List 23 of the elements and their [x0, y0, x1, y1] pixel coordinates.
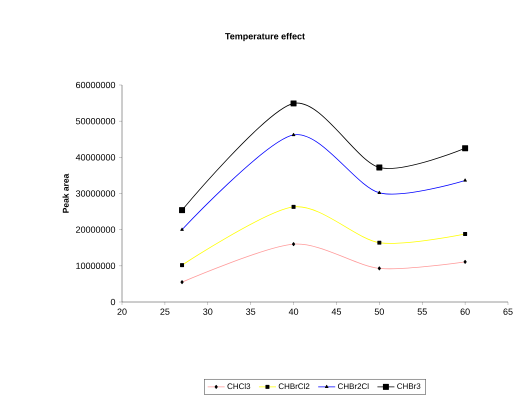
y-tick-label: 40000000	[76, 154, 116, 161]
y-axis-title: Peak area	[62, 174, 69, 213]
x-tick-label: 40	[288, 308, 298, 315]
y-tick-label: 60000000	[76, 82, 116, 88]
point	[462, 145, 468, 152]
x-tick-label: 20	[117, 308, 127, 315]
y-tick-label: 0	[110, 298, 116, 306]
y-tick-label: 10000000	[76, 262, 116, 270]
x-tick-label: 55	[418, 308, 427, 315]
point	[376, 164, 382, 170]
x-tick-label: 30	[203, 308, 212, 315]
x-tick-label: 60	[460, 308, 470, 315]
x-tick-label: 25	[160, 308, 170, 315]
point	[290, 100, 297, 106]
chart-title: Temperature effect	[225, 32, 305, 42]
x-tick-label: 45	[332, 308, 342, 315]
y-tick-label: 20000000	[76, 226, 116, 233]
x-tick-label: 50	[374, 308, 384, 315]
x-tick-label: 65	[503, 308, 513, 315]
point	[179, 207, 186, 214]
y-tick-label: 50000000	[76, 118, 116, 124]
y-tick-label: 30000000	[76, 190, 116, 197]
x-tick-label: 35	[246, 308, 256, 315]
